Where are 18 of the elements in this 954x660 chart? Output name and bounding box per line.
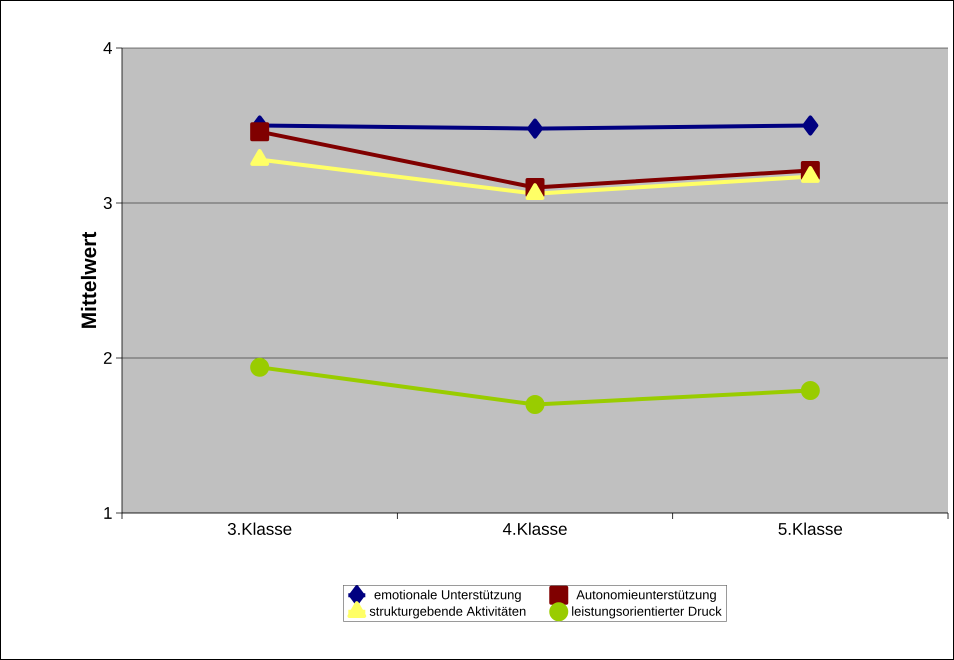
y-tick-label: 1	[104, 507, 112, 519]
legend-label: emotionale Unterstützung	[374, 590, 521, 602]
y-tick-label: 2	[104, 352, 112, 364]
x-tick-label: 4.Klasse	[502, 522, 567, 535]
point	[526, 395, 545, 414]
point	[527, 118, 544, 139]
legend-label: leistungsorientierter Druck	[572, 606, 722, 618]
y-axis-title: Mittelwert	[80, 232, 96, 328]
point	[800, 381, 820, 400]
legend-label: Autonomieunterstützung	[576, 590, 716, 602]
y-tick-label: 4	[103, 42, 112, 54]
x-tick-label: 5.Klasse	[778, 522, 842, 535]
point	[250, 358, 270, 377]
x-tick-label: 3.Klasse	[228, 522, 292, 535]
legend-label: strukturgebende Aktivitäten	[370, 606, 526, 618]
point	[250, 122, 270, 142]
point	[802, 115, 818, 136]
y-tick-label: 3	[104, 197, 112, 209]
